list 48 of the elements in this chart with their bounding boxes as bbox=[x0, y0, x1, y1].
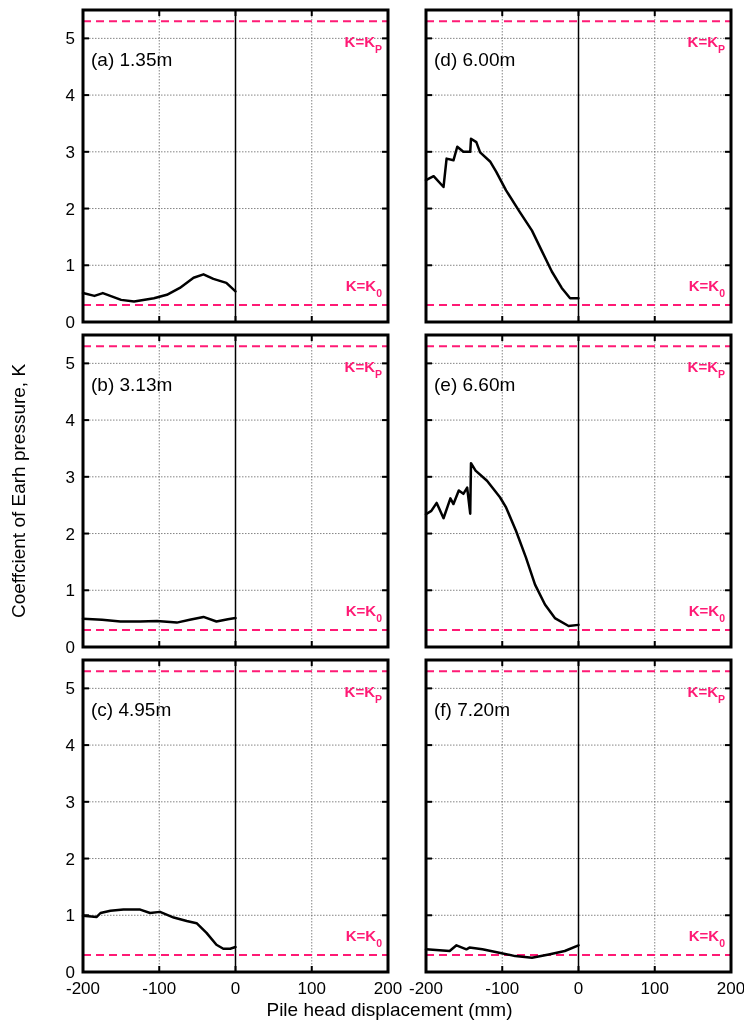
y-tick-label: 3 bbox=[65, 792, 75, 812]
x-tick-label: -100 bbox=[485, 979, 520, 998]
y-tick-label: 0 bbox=[65, 313, 75, 332]
text: (d) 6.00m bbox=[434, 49, 516, 71]
x-tick-label: 0 bbox=[230, 979, 241, 998]
y-tick-label: 4 bbox=[65, 736, 75, 756]
y-tick-label: 1 bbox=[65, 581, 75, 601]
ref-line-label: K=K$_{0}$ bbox=[688, 926, 726, 949]
y-axis-title: Coeffcient of Earh pressure, K bbox=[8, 363, 29, 619]
y-tick-label: 5 bbox=[65, 29, 75, 49]
x-tick-label: 100 bbox=[640, 979, 669, 998]
ref-line-label: K=K$_{0}$ bbox=[345, 926, 383, 949]
y-tick-label: 3 bbox=[65, 467, 75, 487]
y-tick-label: 1 bbox=[65, 256, 75, 276]
text: (c) 4.95m bbox=[91, 699, 172, 721]
text: (a) 1.35m bbox=[91, 49, 173, 71]
x-tick-label: 0 bbox=[573, 979, 584, 998]
y-tick-label: 4 bbox=[65, 86, 75, 106]
x-tick-label: -100 bbox=[142, 979, 177, 998]
ref-line-label: K=K$_{0}$ bbox=[688, 276, 726, 299]
x-tick-label: 200 bbox=[716, 979, 746, 998]
y-tick-label: 2 bbox=[65, 849, 75, 869]
ref-line-label: K=K$_{0}$ bbox=[345, 601, 383, 624]
ref-line-label: K=K$_{0}$ bbox=[688, 601, 726, 624]
ref-line-label: K=K$_{P}$ bbox=[344, 358, 382, 381]
y-tick-label: 5 bbox=[65, 679, 75, 699]
ref-line-label: K=K$_{P}$ bbox=[687, 33, 725, 56]
x-tick-label: -200 bbox=[408, 979, 444, 998]
x-tick-label: 200 bbox=[373, 979, 403, 998]
text: (b) 3.13m bbox=[91, 374, 173, 396]
y-tick-label: 2 bbox=[65, 199, 75, 219]
x-tick-label: -200 bbox=[65, 979, 101, 998]
text: (f) 7.20m bbox=[434, 699, 511, 721]
ref-line-label: K=K$_{0}$ bbox=[345, 276, 383, 299]
y-tick-label: 3 bbox=[65, 142, 75, 162]
ref-line-label: K=K$_{P}$ bbox=[687, 683, 725, 706]
y-tick-label: 1 bbox=[65, 906, 75, 926]
y-tick-label: 2 bbox=[65, 524, 75, 544]
ref-line-label: K=K$_{P}$ bbox=[344, 683, 382, 706]
y-tick-label: 0 bbox=[65, 963, 75, 982]
y-tick-label: 5 bbox=[65, 354, 75, 374]
x-tick-label: 100 bbox=[297, 979, 326, 998]
y-tick-label: 0 bbox=[65, 638, 75, 657]
ref-line-label: K=K$_{P}$ bbox=[344, 33, 382, 56]
y-tick-label: 4 bbox=[65, 411, 75, 431]
x-axis-title: Pile head displacement (mm) bbox=[266, 999, 513, 1020]
ref-line-label: K=K$_{P}$ bbox=[687, 358, 725, 381]
text: (e) 6.60m bbox=[434, 374, 516, 396]
